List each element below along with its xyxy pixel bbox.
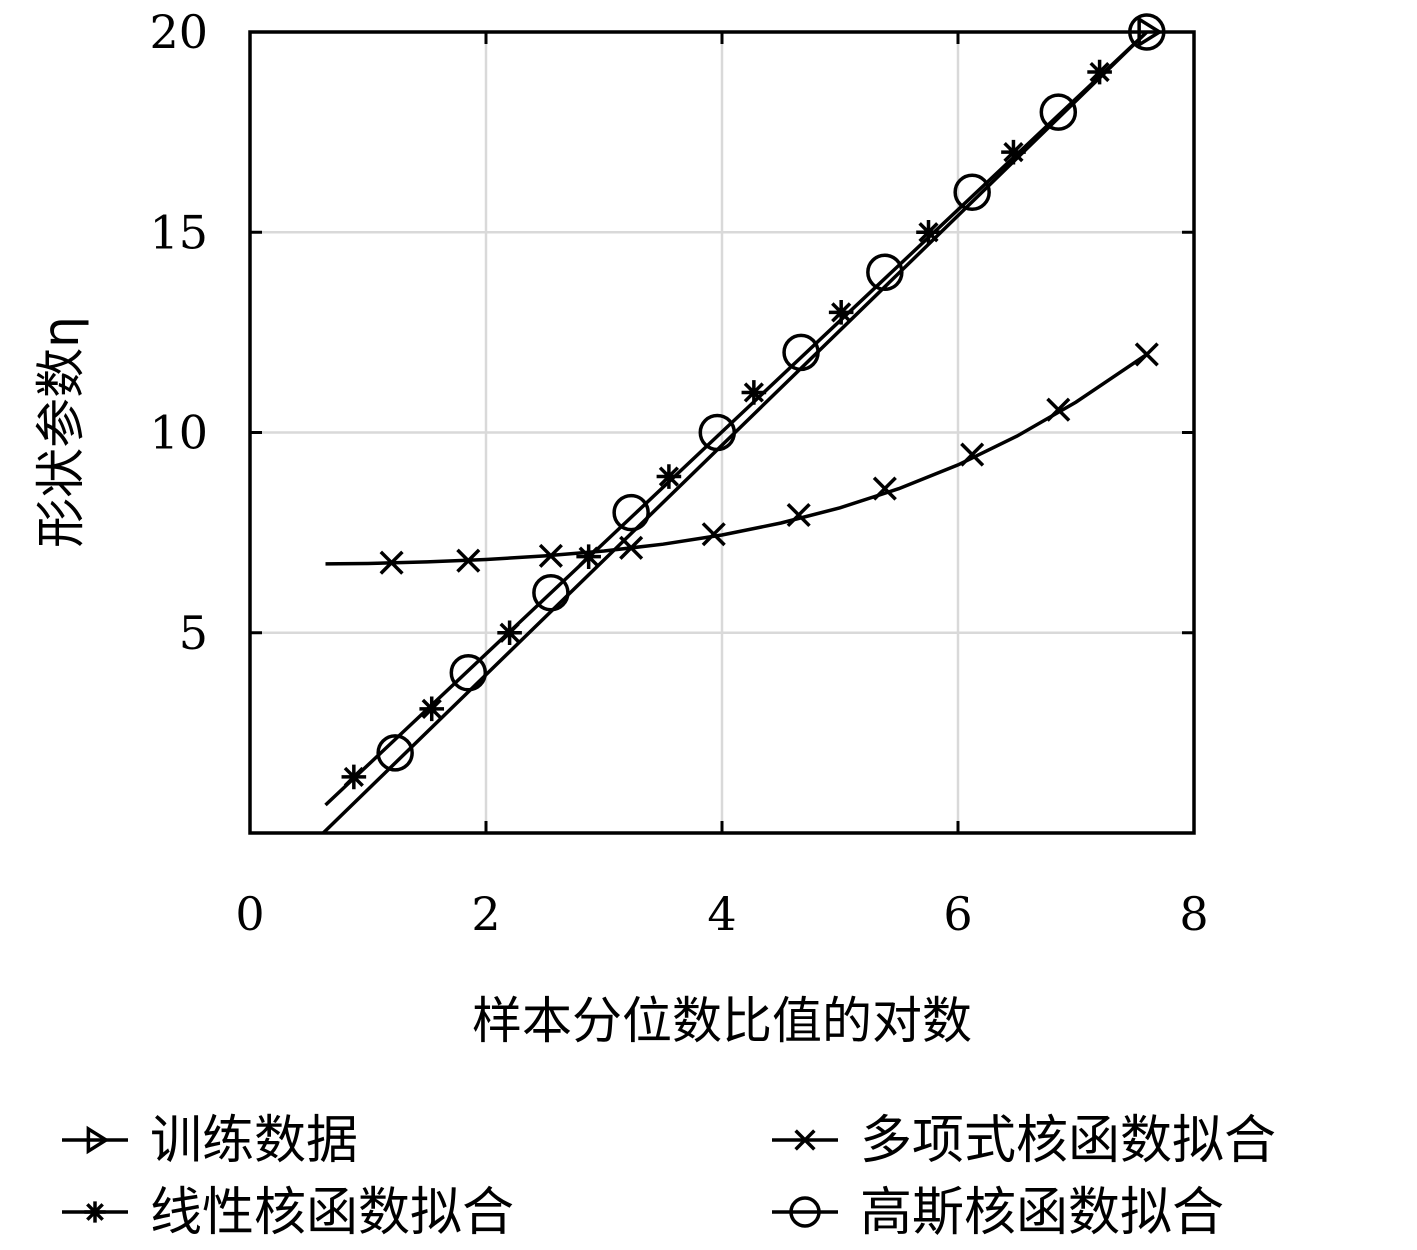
- marker-asterisk-4: [656, 464, 682, 489]
- marker-circle-2-shape: [532, 573, 570, 612]
- marker-circle-5: [782, 333, 820, 372]
- x-tick-label: 4: [707, 887, 736, 941]
- legend-marker-shape: [84, 1201, 106, 1223]
- marker-asterisk-6-shape: [828, 300, 854, 325]
- legend-marker-shape: [86, 1125, 110, 1155]
- marker-x-7: [960, 442, 985, 467]
- marker-circle-3-shape: [612, 493, 650, 532]
- legend-label-3: 高斯核函数拟合: [860, 1183, 1224, 1243]
- legend-marker: [84, 1201, 106, 1223]
- marker-asterisk-5: [741, 380, 767, 405]
- legend-marker-shape: [789, 1196, 821, 1228]
- marker-x-5-shape: [786, 502, 811, 528]
- x-axis-title: 样本分位数比值的对数: [472, 992, 972, 1050]
- marker-x-8-shape: [1046, 397, 1071, 422]
- marker-asterisk-0-shape: [341, 764, 367, 790]
- marker-asterisk-3-shape: [576, 544, 601, 569]
- y-tick-label: 5: [179, 606, 208, 660]
- x-tick-label: 0: [235, 887, 264, 941]
- marker-asterisk-9-shape: [1087, 59, 1112, 85]
- marker-x-0: [379, 550, 404, 575]
- marker-x-4: [701, 522, 726, 547]
- marker-asterisk-8: [1001, 139, 1026, 165]
- marker-asterisk-2: [497, 620, 522, 646]
- marker-asterisk-5-shape: [741, 380, 767, 405]
- marker-asterisk-6: [828, 300, 854, 325]
- marker-circle-6-shape: [866, 253, 904, 292]
- marker-circle-7: [953, 173, 991, 211]
- marker-circle-4-shape: [698, 413, 737, 452]
- frame-layer: [248, 30, 1196, 835]
- marker-asterisk-7: [916, 219, 941, 245]
- marker-asterisk-3: [576, 544, 601, 569]
- marker-asterisk-9: [1087, 59, 1112, 85]
- legend-item-1: 线性核函数拟合: [62, 1183, 514, 1243]
- legend-marker-shape: [794, 1129, 816, 1151]
- marker-circle-7-shape: [953, 173, 991, 211]
- legend-item-0: 训练数据: [62, 1111, 358, 1171]
- marker-asterisk-7-shape: [916, 219, 941, 245]
- series-line-2: [325, 352, 1148, 566]
- marker-x-6-shape: [872, 476, 897, 501]
- marker-circle-0-shape: [376, 734, 414, 772]
- y-axis-title: 形状参数η: [32, 316, 90, 548]
- legend-marker: [86, 1125, 110, 1155]
- marker-circle-8: [1039, 93, 1078, 131]
- marker-x-7-shape: [960, 442, 985, 467]
- marker-asterisk-2-shape: [497, 620, 522, 646]
- marker-x-0-shape: [379, 550, 404, 575]
- marker-x-9-shape: [1134, 342, 1159, 367]
- marker-asterisk-1-shape: [419, 696, 445, 722]
- legend-item-2: 多项式核函数拟合: [772, 1111, 1276, 1171]
- y-tick-label: 15: [149, 205, 208, 259]
- series-1: [324, 30, 1148, 807]
- marker-circle-5-shape: [782, 333, 820, 372]
- marker-circle-1: [449, 654, 488, 692]
- legend-marker: [789, 1196, 821, 1228]
- legend-item-3: 高斯核函数拟合: [772, 1183, 1224, 1243]
- legend-marker: [794, 1129, 816, 1151]
- series-2: [325, 342, 1159, 575]
- series-layer: [321, 13, 1166, 833]
- x-tick-label: 2: [471, 887, 500, 941]
- marker-circle-4: [698, 413, 737, 452]
- marker-x-8: [1046, 397, 1071, 422]
- marker-asterisk-0: [341, 764, 367, 790]
- legend-label-2: 多项式核函数拟合: [860, 1111, 1276, 1171]
- marker-x-1-shape: [456, 548, 481, 573]
- marker-x-1: [456, 548, 481, 573]
- legend-label-0: 训练数据: [150, 1111, 358, 1171]
- x-tick-label: 8: [1179, 887, 1208, 941]
- series-line-1: [324, 30, 1148, 807]
- x-tick-label: 6: [943, 887, 972, 941]
- marker-circle-1-shape: [449, 654, 488, 692]
- marker-x-5: [786, 502, 811, 528]
- marker-asterisk-8-shape: [1001, 139, 1026, 165]
- marker-circle-2: [532, 573, 570, 612]
- legend-label-1: 线性核函数拟合: [150, 1183, 514, 1243]
- tick-label-layer: 0 2 4 6 8 5 10 15 20: [149, 5, 1208, 941]
- marker-x-6: [872, 476, 897, 501]
- marker-x-2: [538, 543, 563, 568]
- y-tick-label: 10: [149, 406, 208, 460]
- marker-x-4-shape: [701, 522, 726, 547]
- marker-asterisk-4-shape: [656, 464, 682, 489]
- marker-asterisk-1: [419, 696, 445, 722]
- marker-circle-3: [612, 493, 650, 532]
- marker-x-9: [1134, 342, 1159, 367]
- marker-circle-6: [866, 253, 904, 292]
- marker-circle-0: [376, 734, 414, 772]
- marker-x-2-shape: [538, 543, 563, 568]
- marker-circle-8-shape: [1039, 93, 1078, 131]
- y-tick-label: 20: [149, 5, 208, 59]
- series-3: [321, 13, 1166, 833]
